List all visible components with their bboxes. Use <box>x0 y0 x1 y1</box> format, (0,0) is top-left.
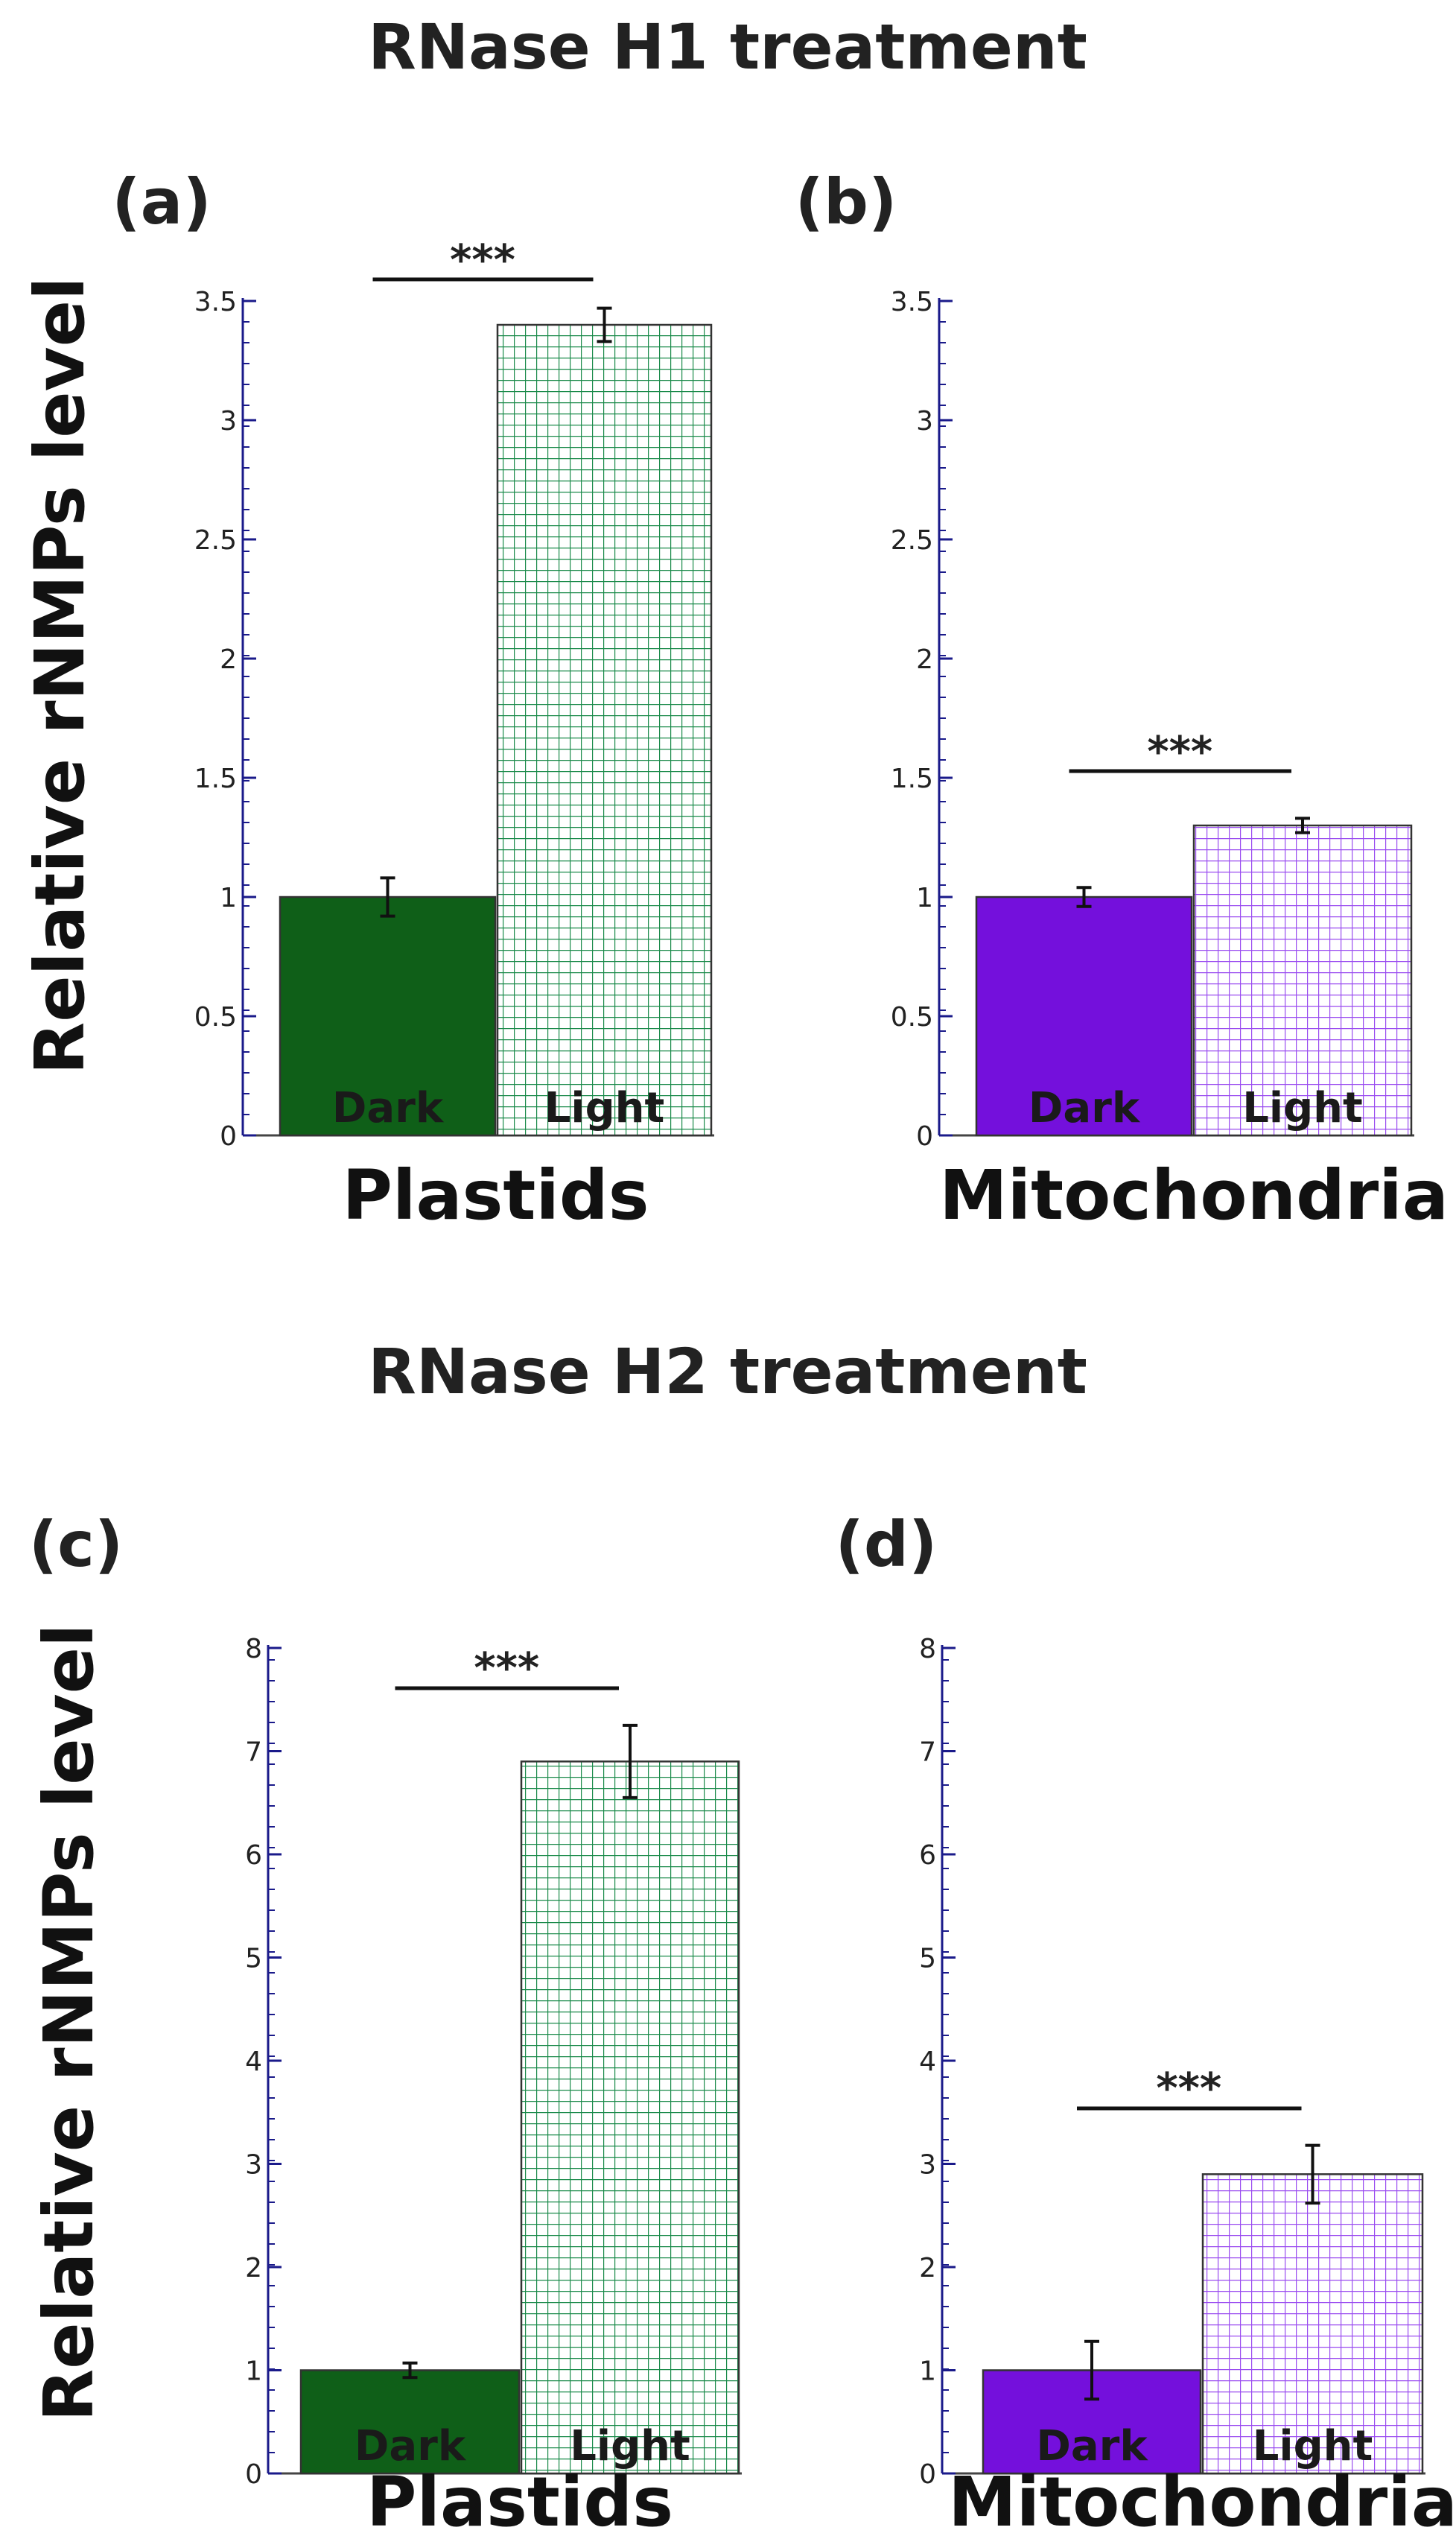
bar-light <box>1201 2173 1424 2475</box>
y-tick-label: 1 <box>916 883 933 913</box>
y-tick-label: 5 <box>245 1944 262 1974</box>
panel-b: (b) 0 0.5 1 1.5 2 2.5 3 3.5 Dark Light *** Mitochond… <box>795 165 1449 1235</box>
y-tick-label: 7 <box>245 1737 262 1768</box>
y-tick-label: 7 <box>919 1737 936 1768</box>
bar-label-light: Light <box>570 2422 690 2470</box>
y-tick-label: 1 <box>245 2356 262 2387</box>
panel-c: (c) 0 1 2 3 4 5 6 7 8 Dark Light *** Plastids <box>29 1508 742 2539</box>
bar-label-light: Light <box>1242 1084 1363 1132</box>
x-axis-label: Mitochondria <box>948 2462 1456 2539</box>
y-tick-label: 0 <box>916 1121 933 1152</box>
panel-label: (b) <box>795 165 897 238</box>
y-tick-label: 2 <box>220 644 237 675</box>
y-tick-label: 2 <box>919 2253 936 2283</box>
y-tick-label: 2.5 <box>194 525 237 556</box>
y-axis-label-top: Relative rNMPs level <box>20 276 100 1074</box>
y-tick-label: 1.5 <box>194 764 237 794</box>
bar-label-dark: Dark <box>355 2422 467 2470</box>
y-tick-label: 2 <box>916 644 933 675</box>
bar-label-light: Light <box>544 1084 665 1132</box>
bar-label-dark: Dark <box>332 1084 445 1132</box>
bar-light <box>496 323 713 1137</box>
y-tick-label: 2.5 <box>891 525 933 556</box>
significance-label: *** <box>1147 728 1212 776</box>
y-tick-label: 3.5 <box>891 287 933 317</box>
y-tick-label: 0 <box>919 2459 936 2490</box>
y-tick-label: 3.5 <box>194 287 237 317</box>
y-tick-label: 8 <box>245 1634 262 1664</box>
y-tick-label: 4 <box>919 2047 936 2077</box>
section-title-h1: RNase H1 treatment <box>368 10 1087 83</box>
y-tick-label: 0 <box>245 2459 262 2490</box>
panel-d: (d) 0 1 2 3 4 5 6 7 8 Dark Light *** Mitochondria <box>836 1508 1456 2539</box>
significance-label: *** <box>474 1644 539 1693</box>
y-tick-label: 3 <box>919 2150 936 2181</box>
y-tick-label: 1 <box>919 2356 936 2387</box>
y-tick-label: 1 <box>220 883 237 913</box>
panel-label: (a) <box>112 165 211 238</box>
y-tick-label: 3 <box>220 406 237 437</box>
section-title-h2: RNase H2 treatment <box>368 1335 1087 1408</box>
bar-dark <box>299 2369 521 2475</box>
x-axis-label: Mitochondria <box>939 1156 1449 1235</box>
y-axis-label-bottom: Relative rNMPs level <box>29 1623 109 2421</box>
panel-label: (c) <box>29 1508 124 1581</box>
y-tick-label: 6 <box>245 1840 262 1871</box>
bar-dark <box>975 896 1193 1137</box>
bar-light <box>1192 824 1413 1137</box>
y-tick-label: 2 <box>245 2253 262 2283</box>
bar-label-dark: Dark <box>1029 1084 1141 1132</box>
y-tick-label: 4 <box>245 2047 262 2077</box>
bar-light <box>520 1760 740 2475</box>
x-axis-label: Plastids <box>343 1156 649 1235</box>
x-axis-label: Plastids <box>366 2462 673 2539</box>
bar-label-light: Light <box>1253 2422 1373 2470</box>
y-tick-label: 5 <box>919 1944 936 1974</box>
panel-label: (d) <box>836 1508 938 1581</box>
bar-dark <box>279 896 497 1137</box>
y-tick-label: 6 <box>919 1840 936 1871</box>
bar-label-dark: Dark <box>1036 2422 1148 2470</box>
y-tick-label: 0.5 <box>194 1002 237 1033</box>
y-tick-label: 3 <box>245 2150 262 2181</box>
significance-label: *** <box>1156 2064 1221 2113</box>
y-tick-label: 8 <box>919 1634 936 1664</box>
panel-a: (a) 0 0.5 1 1.5 2 2.5 3 3.5 Dark Light *** Plastids <box>112 165 714 1235</box>
significance-label: *** <box>450 236 515 285</box>
y-tick-label: 1.5 <box>891 764 933 794</box>
y-tick-label: 3 <box>916 406 933 437</box>
y-tick-label: 0.5 <box>891 1002 933 1033</box>
y-tick-label: 0 <box>220 1121 237 1152</box>
